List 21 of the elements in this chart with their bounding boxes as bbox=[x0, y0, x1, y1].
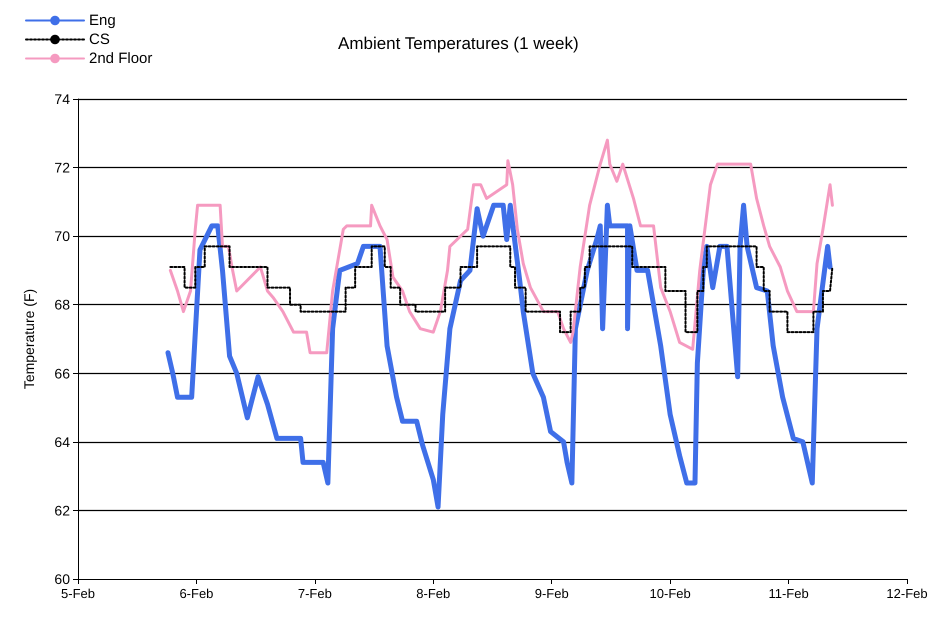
y-axis-title: Temperature (F) bbox=[21, 288, 37, 390]
y-tick-label: 70 bbox=[54, 228, 70, 244]
y-tick-label: 64 bbox=[54, 434, 70, 450]
x-tick-label: 5-Feb bbox=[61, 586, 95, 601]
x-tick-label: 10-Feb bbox=[650, 586, 691, 601]
x-tick-label: 8-Feb bbox=[416, 586, 450, 601]
y-tick-label: 68 bbox=[54, 296, 70, 313]
y-tick-label: 62 bbox=[54, 502, 70, 518]
y-tick-label: 72 bbox=[54, 160, 70, 176]
x-tick-label: 11-Feb bbox=[768, 586, 809, 601]
chart-title: Ambient Temperatures (1 week) bbox=[338, 34, 579, 53]
x-tick-label: 7-Feb bbox=[298, 586, 332, 601]
legend-label: 2nd Floor bbox=[89, 50, 152, 67]
y-tick-label: 60 bbox=[54, 571, 70, 587]
x-tick-label: 6-Feb bbox=[179, 586, 214, 601]
y-tick-label: 66 bbox=[54, 365, 70, 382]
x-tick-label: 9-Feb bbox=[534, 586, 569, 601]
legend-label: CS bbox=[89, 31, 110, 48]
x-tick-label: 12-Feb bbox=[886, 586, 928, 601]
y-tick-label: 74 bbox=[54, 91, 70, 107]
legend-label: Eng bbox=[89, 12, 116, 29]
